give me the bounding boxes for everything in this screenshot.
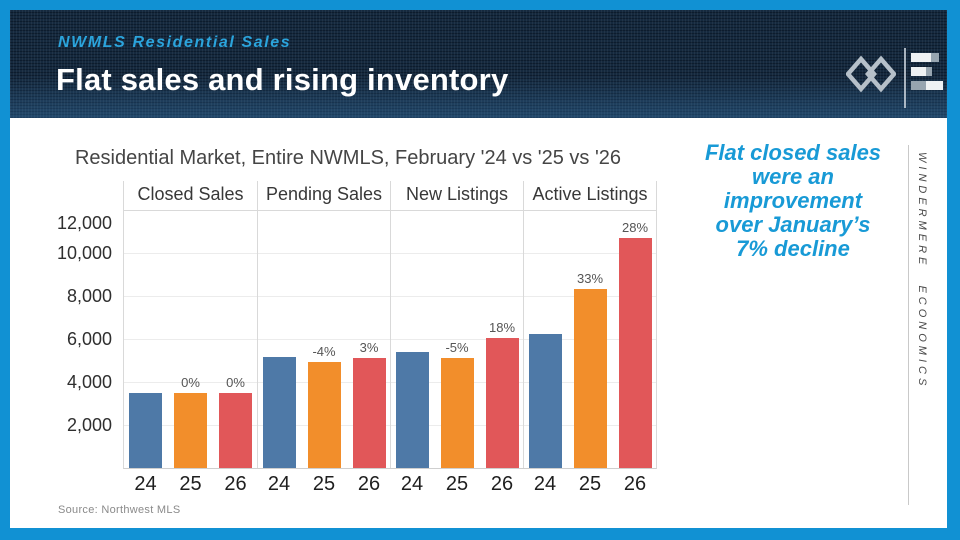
chart-pane: New Listings 24 -5% 25 18% 26 xyxy=(390,181,523,495)
bar-group: 24 xyxy=(129,392,162,495)
vertical-divider xyxy=(908,145,909,505)
y-tick-label: 10,000 xyxy=(56,243,112,263)
bar-group: 3% 26 xyxy=(352,340,386,495)
bar-row: 24 -5% 25 18% 26 xyxy=(391,210,523,495)
y-tick-label: 2,000 xyxy=(66,415,112,435)
bar-group: 0% 26 xyxy=(219,375,252,495)
pct-label: 0% xyxy=(226,374,245,390)
x-tick-label: 24 xyxy=(533,473,557,495)
callout-text: Flat closed sales were an improvement ov… xyxy=(704,140,882,261)
bar-24 xyxy=(129,392,162,468)
bar-24 xyxy=(262,357,296,468)
bar-row: 24 33% 25 28% 26 xyxy=(524,210,656,495)
chart-pane: Active Listings 24 33% 25 28% 26 xyxy=(523,181,656,495)
header-eyebrow: NWMLS Residential Sales xyxy=(58,34,292,51)
x-tick-label: 24 xyxy=(400,473,424,495)
y-axis: 12,000 10,000 8,000 6,000 4,000 2,000 xyxy=(30,181,118,468)
economics-bar-chart-icon xyxy=(904,48,943,108)
x-tick-label: 26 xyxy=(357,473,381,495)
bar-group: -4% 25 xyxy=(307,344,341,495)
pct-label: 28% xyxy=(621,219,649,235)
chart-pane: Pending Sales 24 -4% 25 3% 26 xyxy=(257,181,390,495)
pane-label: Active Listings xyxy=(532,184,648,204)
pane-label: Pending Sales xyxy=(265,184,383,204)
bar-group: 18% 26 xyxy=(485,320,519,495)
x-tick-label: 25 xyxy=(179,473,202,495)
bar-group: 24 xyxy=(395,351,429,495)
x-tick-label: 26 xyxy=(623,473,647,495)
x-tick-label: 24 xyxy=(134,473,157,495)
bar-group: -5% 25 xyxy=(440,340,474,495)
pane-label: Closed Sales xyxy=(137,184,244,204)
bar-24 xyxy=(528,333,562,468)
plot-top-line xyxy=(124,210,656,211)
pct-label: -4% xyxy=(312,343,336,359)
y-tick-label: 4,000 xyxy=(66,372,112,392)
bar-row: 24 -4% 25 3% 26 xyxy=(258,210,390,495)
pct-label: 3% xyxy=(359,340,379,356)
bar-25 xyxy=(307,361,341,468)
bar-26 xyxy=(618,237,652,468)
y-tick-label: 8,000 xyxy=(66,286,112,306)
vertical-brand-text: WINDERMERE ECONOMICS xyxy=(916,152,928,390)
x-tick-label: 25 xyxy=(578,473,602,495)
bar-row: 24 0% 25 0% 26 xyxy=(124,210,257,495)
bar-26 xyxy=(352,358,386,468)
bar-group: 0% 25 xyxy=(174,375,207,495)
y-tick-label: 6,000 xyxy=(66,329,112,349)
bar-group: 24 xyxy=(262,357,296,495)
page-title: Flat sales and rising inventory xyxy=(56,62,509,97)
logo-axis-line xyxy=(904,48,906,108)
chart-title: Residential Market, Entire NWMLS, Februa… xyxy=(74,147,622,169)
chart-pane: Closed Sales 24 0% 25 0% 26 xyxy=(124,181,257,495)
slide-canvas: NWMLS Residential Sales Flat sales and r… xyxy=(10,10,947,528)
bar-group: 24 xyxy=(528,333,562,495)
bar-26 xyxy=(219,392,252,468)
source-note: Source: Northwest MLS xyxy=(58,504,181,516)
bar-group: 28% 26 xyxy=(618,220,652,495)
x-tick-label: 24 xyxy=(267,473,291,495)
pct-label: 33% xyxy=(576,270,604,286)
bar-26 xyxy=(485,337,519,468)
bar-chart: Closed Sales 24 0% 25 0% 26 Pending Sales 24 -4%… xyxy=(123,181,657,495)
pane-label: New Listings xyxy=(405,184,509,204)
pct-label: -5% xyxy=(445,339,469,355)
bar-group: 33% 25 xyxy=(573,271,607,495)
pct-label: 18% xyxy=(488,319,516,335)
x-tick-label: 25 xyxy=(312,473,336,495)
slide-header: NWMLS Residential Sales Flat sales and r… xyxy=(10,10,947,118)
y-tick-label: 12,000 xyxy=(56,213,112,233)
pct-label: 0% xyxy=(181,374,200,390)
x-tick-label: 26 xyxy=(490,473,514,495)
windermere-w-icon xyxy=(846,55,896,93)
bar-24 xyxy=(395,351,429,468)
x-tick-label: 26 xyxy=(224,473,247,495)
x-tick-label: 25 xyxy=(445,473,469,495)
bar-25 xyxy=(440,357,474,468)
bar-25 xyxy=(573,288,607,468)
bar-25 xyxy=(174,392,207,468)
